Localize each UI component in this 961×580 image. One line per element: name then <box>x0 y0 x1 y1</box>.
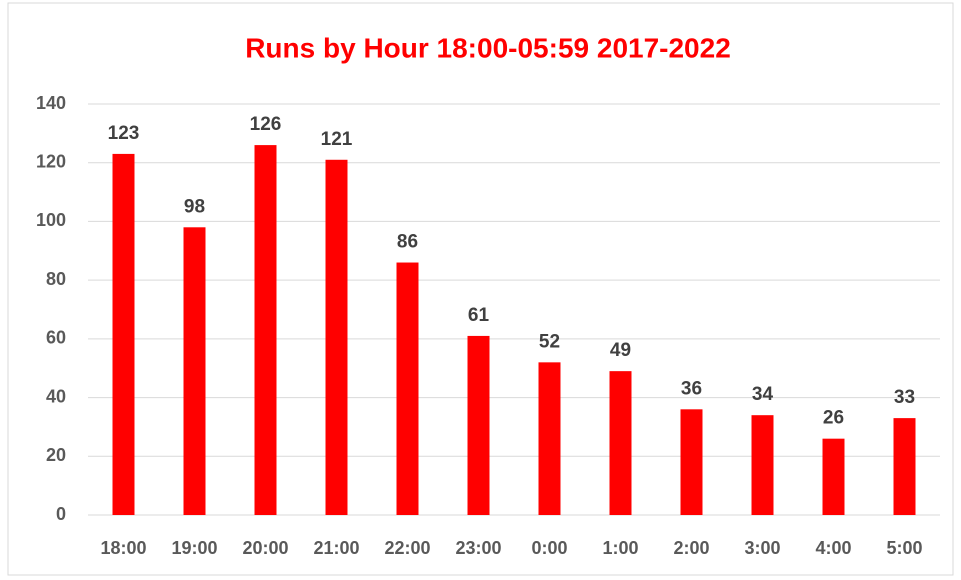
bar <box>396 262 419 515</box>
x-tick-label: 5:00 <box>886 538 922 558</box>
data-label: 26 <box>823 408 844 429</box>
data-label: 98 <box>184 196 205 217</box>
data-label: 123 <box>108 123 140 144</box>
data-label: 52 <box>539 331 560 352</box>
x-tick-label: 18:00 <box>100 538 146 558</box>
chart-title: Runs by Hour 18:00-05:59 2017-2022 <box>245 32 731 63</box>
data-label: 121 <box>321 129 353 150</box>
x-tick-label: 19:00 <box>171 538 217 558</box>
y-tick-label: 20 <box>46 445 66 465</box>
data-label: 34 <box>752 384 774 405</box>
x-tick-label: 4:00 <box>815 538 851 558</box>
data-label: 126 <box>250 114 282 135</box>
bar <box>254 145 277 515</box>
x-tick-label: 3:00 <box>744 538 780 558</box>
y-tick-label: 120 <box>36 151 66 171</box>
x-tick-label: 23:00 <box>455 538 501 558</box>
data-label: 33 <box>894 387 915 408</box>
x-tick-label: 0:00 <box>531 538 567 558</box>
x-tick-label: 21:00 <box>313 538 359 558</box>
x-tick-label: 22:00 <box>384 538 430 558</box>
bar <box>609 371 632 515</box>
bar <box>325 159 348 515</box>
x-tick-label: 20:00 <box>242 538 288 558</box>
data-label: 86 <box>397 232 418 253</box>
y-tick-label: 40 <box>46 386 66 406</box>
bar <box>893 418 916 515</box>
bar <box>680 409 703 515</box>
data-label: 49 <box>610 340 631 361</box>
x-tick-label: 1:00 <box>602 538 638 558</box>
y-tick-label: 100 <box>36 210 66 230</box>
y-tick-label: 140 <box>36 93 66 113</box>
y-tick-label: 60 <box>46 328 66 348</box>
bar <box>112 153 135 515</box>
bar <box>751 415 774 515</box>
y-tick-label: 0 <box>56 504 66 524</box>
y-tick-label: 80 <box>46 269 66 289</box>
data-label: 61 <box>468 305 490 326</box>
bar <box>183 227 206 516</box>
bar <box>538 362 561 515</box>
x-tick-label: 2:00 <box>673 538 709 558</box>
bar <box>822 438 845 515</box>
bar <box>467 335 490 515</box>
data-label: 36 <box>681 378 702 399</box>
